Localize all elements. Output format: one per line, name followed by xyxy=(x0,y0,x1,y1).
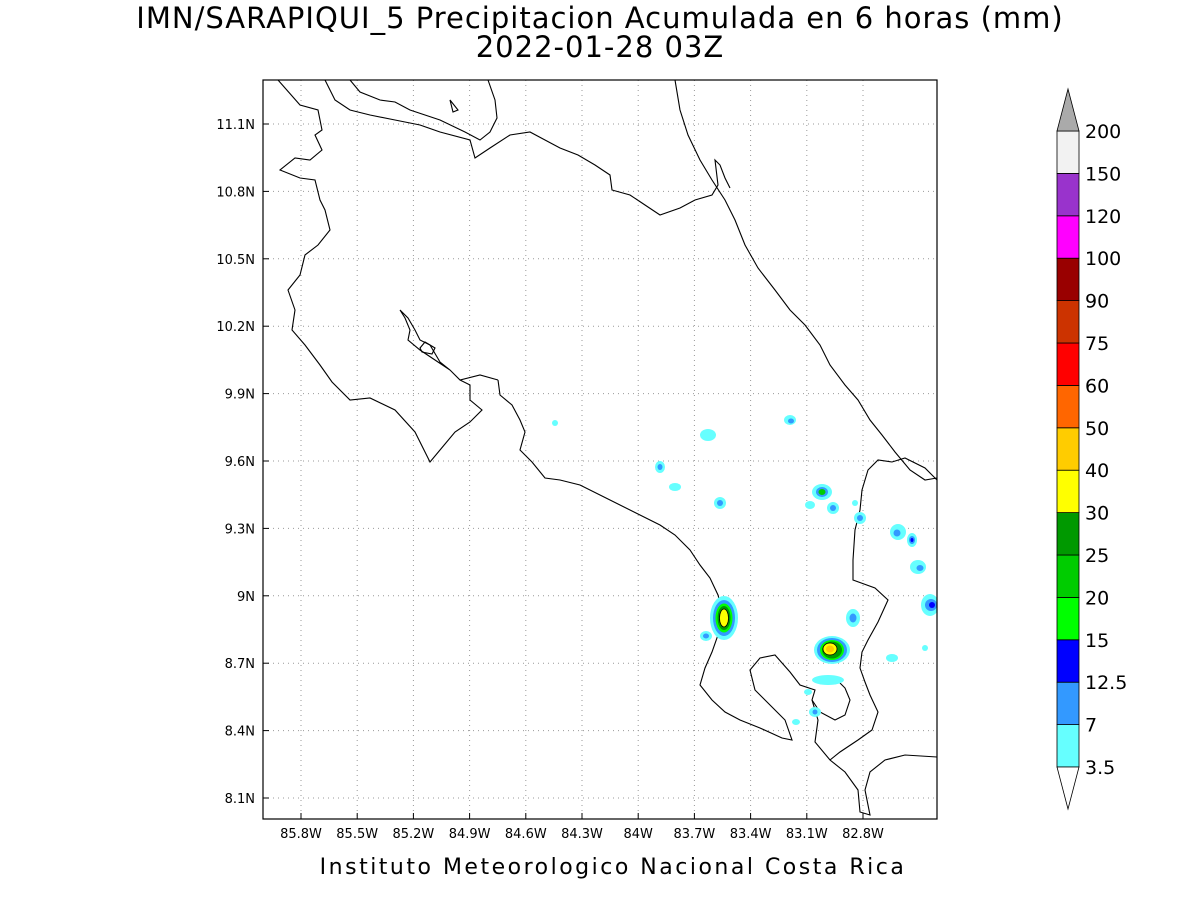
colorbar-label: 3.5 xyxy=(1085,757,1115,779)
colorbar-label: 12.5 xyxy=(1085,672,1127,694)
colorbar-swatch xyxy=(1056,681,1080,726)
panama-border xyxy=(829,457,937,761)
colorbar-swatch xyxy=(1056,512,1080,556)
precip-cell-coto xyxy=(814,636,850,664)
colorbar-label: 20 xyxy=(1085,587,1109,609)
nicoya-island xyxy=(419,341,436,355)
y-tick-label: 11.1N xyxy=(216,118,255,133)
nicaragua-border-coast xyxy=(277,80,499,463)
colorbar-label: 100 xyxy=(1085,248,1121,270)
colorbar-label: 200 xyxy=(1085,121,1121,143)
colorbar-under-triangle xyxy=(1056,766,1080,811)
colorbar-swatch xyxy=(1056,172,1080,217)
colorbar-swatch xyxy=(1056,639,1080,683)
colorbar-swatch xyxy=(1056,342,1080,386)
colorbar-swatch xyxy=(1056,300,1080,344)
colorbar-label: 90 xyxy=(1085,291,1109,313)
colorbar-swatch xyxy=(1056,257,1080,302)
colorbar-label: 50 xyxy=(1085,418,1109,440)
colorbar-swatch xyxy=(1056,215,1080,259)
colorbar-label: 60 xyxy=(1085,375,1109,397)
colorbar-label: 25 xyxy=(1085,545,1109,567)
y-tick-label: 9.3N xyxy=(225,522,255,537)
coastline-borders xyxy=(277,80,937,816)
y-tick-label: 9.9N xyxy=(225,388,255,403)
colorbar-legend: 3.5 7 12.5 15 20 25 30 40 50 60 75 90 100 120 150 200 xyxy=(1056,87,1127,811)
colorbar-label: 150 xyxy=(1085,163,1121,185)
y-axis-ticks: 11.1N 10.8N 10.5N 10.2N 9.9N 9.6N 9.3N 9N 8.7N 8.… xyxy=(216,118,269,807)
map-title-line-1: IMN/SARAPIQUI_5 Precipitacion Acumulada … xyxy=(136,1,1064,35)
colorbar-label: 30 xyxy=(1085,503,1109,525)
colorbar-label: 120 xyxy=(1085,206,1121,228)
colorbar-swatch xyxy=(1056,427,1080,471)
plot-frame xyxy=(262,79,938,820)
precipitation-field xyxy=(552,415,937,725)
precip-cell-osa-north xyxy=(710,596,738,640)
precip-cell-east-coast xyxy=(907,533,937,616)
lake-island xyxy=(449,99,459,113)
x-tick-label: 83.1W xyxy=(786,827,828,842)
colorbar-label: 15 xyxy=(1085,630,1109,652)
colorbar-label: 75 xyxy=(1085,333,1109,355)
caribbean-coast xyxy=(674,80,937,481)
nicaragua-lake-coast xyxy=(324,80,731,216)
y-tick-label: 8.4N xyxy=(225,725,255,740)
x-tick-label: 85.2W xyxy=(392,827,434,842)
x-axis-ticks: 85.8W 85.5W 85.2W 84.9W 84.6W 84.3W 84W 83.7W 83… xyxy=(280,813,884,842)
x-tick-label: 83.4W xyxy=(730,827,772,842)
y-tick-label: 10.8N xyxy=(216,185,255,200)
colorbar-swatch xyxy=(1056,469,1080,514)
precip-cell-talamanca xyxy=(805,484,832,509)
y-tick-label: 8.1N xyxy=(225,792,255,807)
colorbar-swatch xyxy=(1056,724,1080,768)
colorbar-over-triangle xyxy=(1056,87,1080,132)
map-grid xyxy=(263,80,937,819)
y-tick-label: 9.6N xyxy=(225,455,255,470)
colorbar-label: 7 xyxy=(1085,715,1097,737)
pacific-central-coast xyxy=(497,379,937,816)
x-tick-label: 84.9W xyxy=(449,827,491,842)
x-tick-label: 85.5W xyxy=(336,827,378,842)
map-title: IMN/SARAPIQUI_5 Precipitacion Acumulada … xyxy=(0,4,1200,62)
x-tick-label: 85.8W xyxy=(280,827,322,842)
y-tick-label: 8.7N xyxy=(225,657,255,672)
x-tick-label: 84W xyxy=(623,827,653,842)
colorbar-swatch xyxy=(1056,130,1080,174)
colorbar-swatch xyxy=(1056,597,1080,641)
colorbar-swatch xyxy=(1056,554,1080,598)
precip-cell-scattered xyxy=(552,415,928,725)
y-tick-label: 10.2N xyxy=(216,320,255,335)
map-title-line-2: 2022-01-28 03Z xyxy=(475,30,725,64)
colorbar-swatch xyxy=(1056,384,1080,429)
x-tick-label: 83.7W xyxy=(673,827,715,842)
y-tick-label: 10.5N xyxy=(216,253,255,268)
x-tick-label: 82.8W xyxy=(842,827,884,842)
x-tick-label: 84.3W xyxy=(561,827,603,842)
x-tick-label: 84.6W xyxy=(505,827,547,842)
lake-north-shore xyxy=(349,80,498,141)
y-tick-label: 9N xyxy=(237,590,255,605)
colorbar-label: 40 xyxy=(1085,460,1109,482)
footer-credit: Instituto Meteorologico Nacional Costa R… xyxy=(319,855,907,880)
